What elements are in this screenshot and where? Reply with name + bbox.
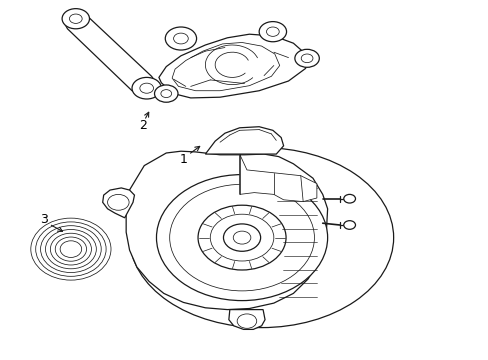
Circle shape (294, 49, 319, 67)
Ellipse shape (36, 222, 106, 276)
Circle shape (301, 54, 312, 63)
Ellipse shape (60, 241, 81, 257)
Ellipse shape (50, 233, 91, 265)
Circle shape (266, 27, 279, 36)
Text: 2: 2 (139, 119, 146, 132)
Circle shape (198, 205, 285, 270)
Circle shape (237, 314, 256, 328)
Circle shape (107, 194, 129, 210)
Circle shape (259, 22, 286, 42)
Circle shape (69, 14, 82, 23)
Circle shape (169, 184, 314, 291)
Ellipse shape (45, 229, 96, 269)
Polygon shape (205, 127, 283, 154)
Circle shape (154, 85, 178, 102)
Circle shape (343, 221, 355, 229)
Ellipse shape (129, 148, 393, 328)
Circle shape (161, 90, 171, 98)
Circle shape (210, 214, 273, 261)
Polygon shape (63, 14, 159, 94)
Ellipse shape (31, 218, 111, 280)
Text: 3: 3 (40, 213, 48, 226)
Polygon shape (228, 310, 264, 329)
Polygon shape (159, 34, 305, 98)
Circle shape (140, 83, 153, 93)
Ellipse shape (41, 226, 101, 273)
Circle shape (223, 224, 260, 251)
Circle shape (173, 33, 188, 44)
Circle shape (132, 77, 161, 99)
Polygon shape (102, 188, 134, 218)
Circle shape (343, 194, 355, 203)
Polygon shape (239, 154, 316, 202)
Polygon shape (172, 42, 279, 91)
Circle shape (233, 231, 250, 244)
Text: 1: 1 (179, 153, 187, 166)
Circle shape (62, 9, 89, 29)
Polygon shape (124, 151, 327, 310)
Circle shape (165, 27, 196, 50)
Circle shape (156, 175, 327, 301)
Ellipse shape (55, 237, 86, 261)
